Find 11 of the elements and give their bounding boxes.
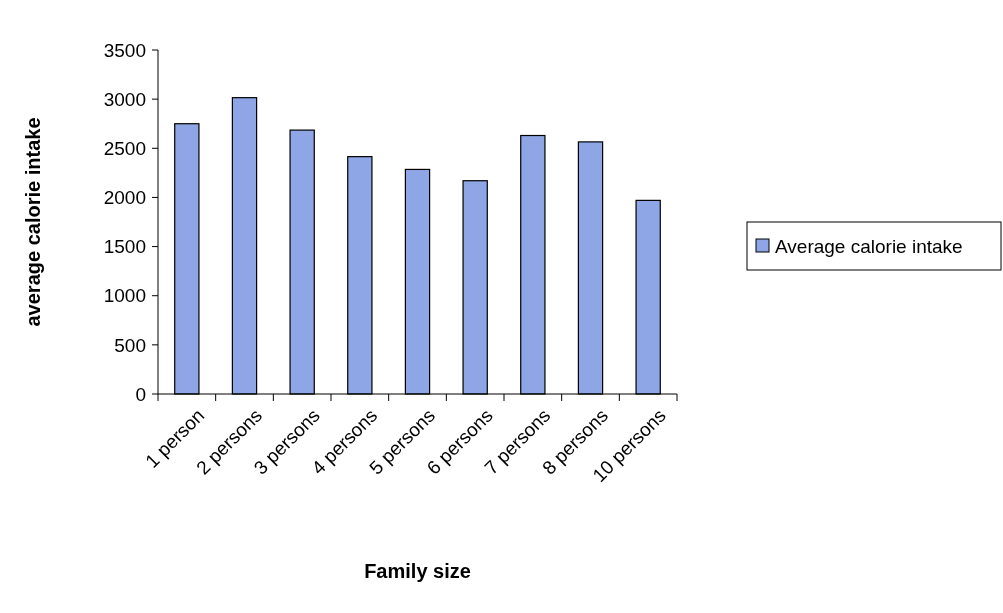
y-tick-label: 1000	[103, 285, 146, 307]
y-tick-label: 0	[135, 383, 146, 405]
y-tick-label: 2000	[103, 187, 146, 209]
y-tick-label: 1500	[103, 236, 146, 258]
y-tick-label: 2500	[103, 137, 146, 159]
y-tick-label: 3000	[103, 88, 146, 110]
y-tick-label: 3500	[103, 39, 146, 61]
y-tick-label: 500	[114, 334, 146, 356]
x-axis-title: Family size	[364, 560, 471, 582]
legend-label: Average calorie intake	[775, 235, 963, 257]
y-axis-title: average calorie intake	[22, 117, 44, 327]
